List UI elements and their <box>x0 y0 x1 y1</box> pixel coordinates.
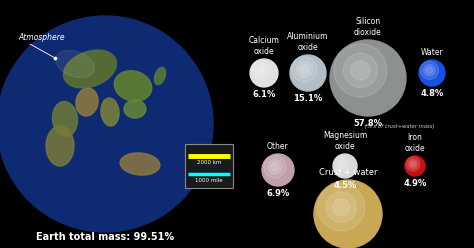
Ellipse shape <box>46 126 74 166</box>
Text: 4.5%: 4.5% <box>333 181 357 190</box>
Text: 15.1%: 15.1% <box>293 94 323 103</box>
Circle shape <box>333 154 357 178</box>
Circle shape <box>290 55 326 91</box>
Text: Atmosphere: Atmosphere <box>18 33 64 42</box>
Circle shape <box>255 64 267 76</box>
Text: Water: Water <box>420 48 443 57</box>
Circle shape <box>326 192 356 222</box>
Circle shape <box>334 155 351 172</box>
Circle shape <box>409 159 418 168</box>
Circle shape <box>406 157 420 171</box>
Circle shape <box>405 156 425 176</box>
Circle shape <box>314 180 382 248</box>
Text: Calcium
oxide: Calcium oxide <box>248 36 280 56</box>
Circle shape <box>300 65 309 74</box>
Text: 57.8%: 57.8% <box>354 119 383 128</box>
Circle shape <box>426 67 433 74</box>
Circle shape <box>330 40 406 116</box>
Circle shape <box>410 161 416 166</box>
Circle shape <box>333 199 350 216</box>
Circle shape <box>339 161 346 167</box>
Circle shape <box>343 53 377 88</box>
Text: 4.9%: 4.9% <box>403 179 427 188</box>
Circle shape <box>318 184 365 231</box>
Text: 4.8%: 4.8% <box>420 89 444 98</box>
Circle shape <box>251 61 271 80</box>
Text: Iron
oxide: Iron oxide <box>405 133 425 153</box>
Text: 2000 km: 2000 km <box>197 160 221 165</box>
Ellipse shape <box>120 153 160 175</box>
Text: (%'s of crust+water mass): (%'s of crust+water mass) <box>365 124 435 129</box>
Circle shape <box>271 163 279 171</box>
Circle shape <box>0 16 213 232</box>
Ellipse shape <box>53 101 78 136</box>
Circle shape <box>250 59 278 87</box>
Ellipse shape <box>76 88 98 116</box>
Circle shape <box>420 61 438 80</box>
Ellipse shape <box>101 98 119 126</box>
Ellipse shape <box>155 67 165 85</box>
Circle shape <box>334 44 387 97</box>
Circle shape <box>292 57 317 82</box>
Ellipse shape <box>56 50 94 78</box>
Circle shape <box>337 158 348 169</box>
Circle shape <box>268 160 282 174</box>
Text: Aluminium
oxide: Aluminium oxide <box>287 32 328 52</box>
Text: 6.1%: 6.1% <box>252 90 276 99</box>
Ellipse shape <box>124 100 146 118</box>
Text: Other: Other <box>267 142 289 151</box>
Circle shape <box>258 67 264 74</box>
Circle shape <box>262 154 294 186</box>
Circle shape <box>419 60 445 86</box>
Circle shape <box>424 64 435 76</box>
Circle shape <box>296 61 312 77</box>
Circle shape <box>264 155 286 178</box>
Text: Magnesium
oxide: Magnesium oxide <box>323 131 367 151</box>
Text: 1000 mile: 1000 mile <box>195 178 223 183</box>
Text: Silicon
dioxide: Silicon dioxide <box>354 17 382 37</box>
Ellipse shape <box>114 71 152 101</box>
Text: Crust + water: Crust + water <box>319 168 377 177</box>
Circle shape <box>351 61 370 80</box>
Text: Earth total mass: 99.51%: Earth total mass: 99.51% <box>36 232 174 242</box>
Text: 6.9%: 6.9% <box>266 189 290 198</box>
FancyBboxPatch shape <box>185 144 233 188</box>
Ellipse shape <box>64 50 117 88</box>
